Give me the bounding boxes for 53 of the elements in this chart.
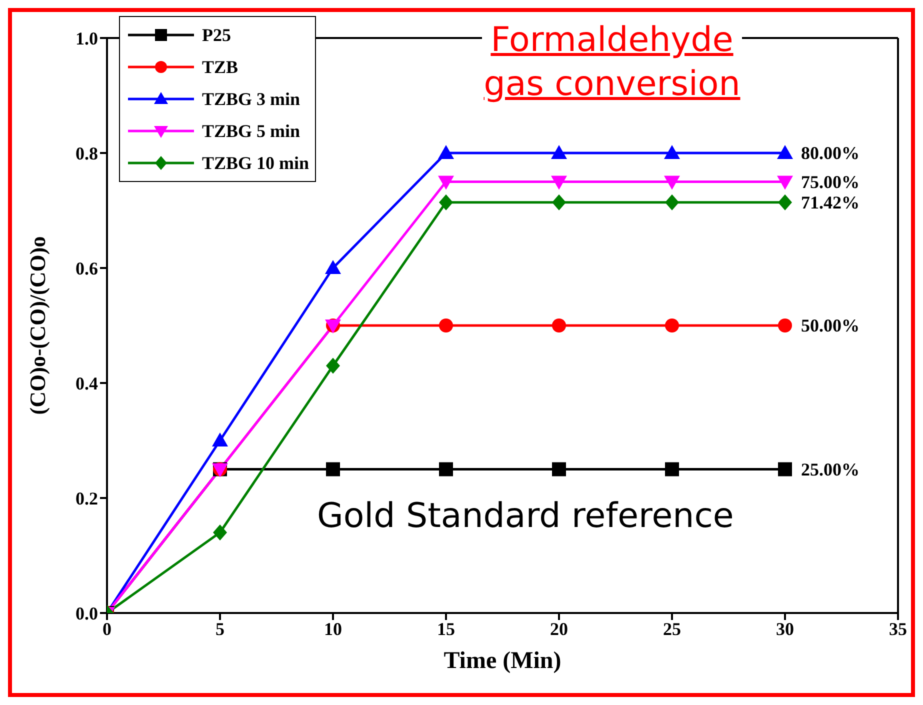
y-tick-label: 1.0 — [76, 28, 98, 48]
point — [213, 524, 227, 540]
point — [664, 176, 680, 190]
y-tick-label: 0.2 — [76, 488, 98, 508]
x-tick-label: 10 — [324, 618, 342, 639]
y-tick-label: 0.4 — [76, 373, 98, 394]
y-tick-label: 0.0 — [76, 603, 98, 624]
data-label: 50.00% — [801, 316, 860, 336]
point — [778, 194, 792, 210]
point — [777, 145, 793, 159]
data-label: 75.00% — [801, 172, 860, 192]
point — [552, 318, 566, 332]
x-tick-label: 15 — [437, 618, 455, 639]
annotation: Gold Standard reference — [317, 496, 734, 536]
legend-label: TZBG 10 min — [202, 152, 310, 174]
point — [552, 194, 566, 210]
point — [778, 318, 792, 332]
point — [664, 145, 680, 159]
point — [438, 176, 454, 190]
legend-label: P25 — [202, 24, 231, 46]
point — [438, 145, 454, 159]
x-tick-label: 20 — [550, 618, 568, 639]
data-label: 71.42% — [801, 192, 860, 212]
point — [439, 462, 453, 476]
point — [212, 432, 228, 446]
data-label: 25.00% — [801, 459, 860, 480]
y-tick-label: 0.8 — [76, 143, 98, 164]
y-tick-label: 0.6 — [76, 258, 98, 278]
chart-title: Formaldehyde gas conversion — [482, 18, 742, 106]
x-tick-label: 0 — [102, 618, 112, 639]
point — [777, 176, 793, 190]
point — [325, 260, 341, 274]
legend-label: TZB — [202, 56, 238, 78]
point — [439, 318, 453, 332]
x-tick-label: 35 — [889, 618, 907, 639]
point — [665, 462, 679, 476]
x-axis-title: Time (Min) — [444, 648, 562, 674]
point — [326, 462, 340, 476]
point — [439, 194, 453, 210]
point — [551, 145, 567, 159]
legend-label: TZBG 5 min — [202, 120, 300, 142]
data-label: 80.00% — [801, 143, 860, 163]
point — [778, 462, 792, 476]
point — [552, 462, 566, 476]
y-axis-title: (CO)o-(CO)/(CO)o — [24, 236, 50, 415]
x-tick-label: 25 — [663, 618, 681, 639]
point — [665, 318, 679, 332]
legend-label: TZBG 3 min — [202, 88, 300, 110]
point — [326, 358, 340, 374]
x-tick-label: 30 — [776, 618, 794, 639]
point — [551, 176, 567, 190]
point — [665, 194, 679, 210]
x-tick-label: 5 — [216, 618, 224, 639]
